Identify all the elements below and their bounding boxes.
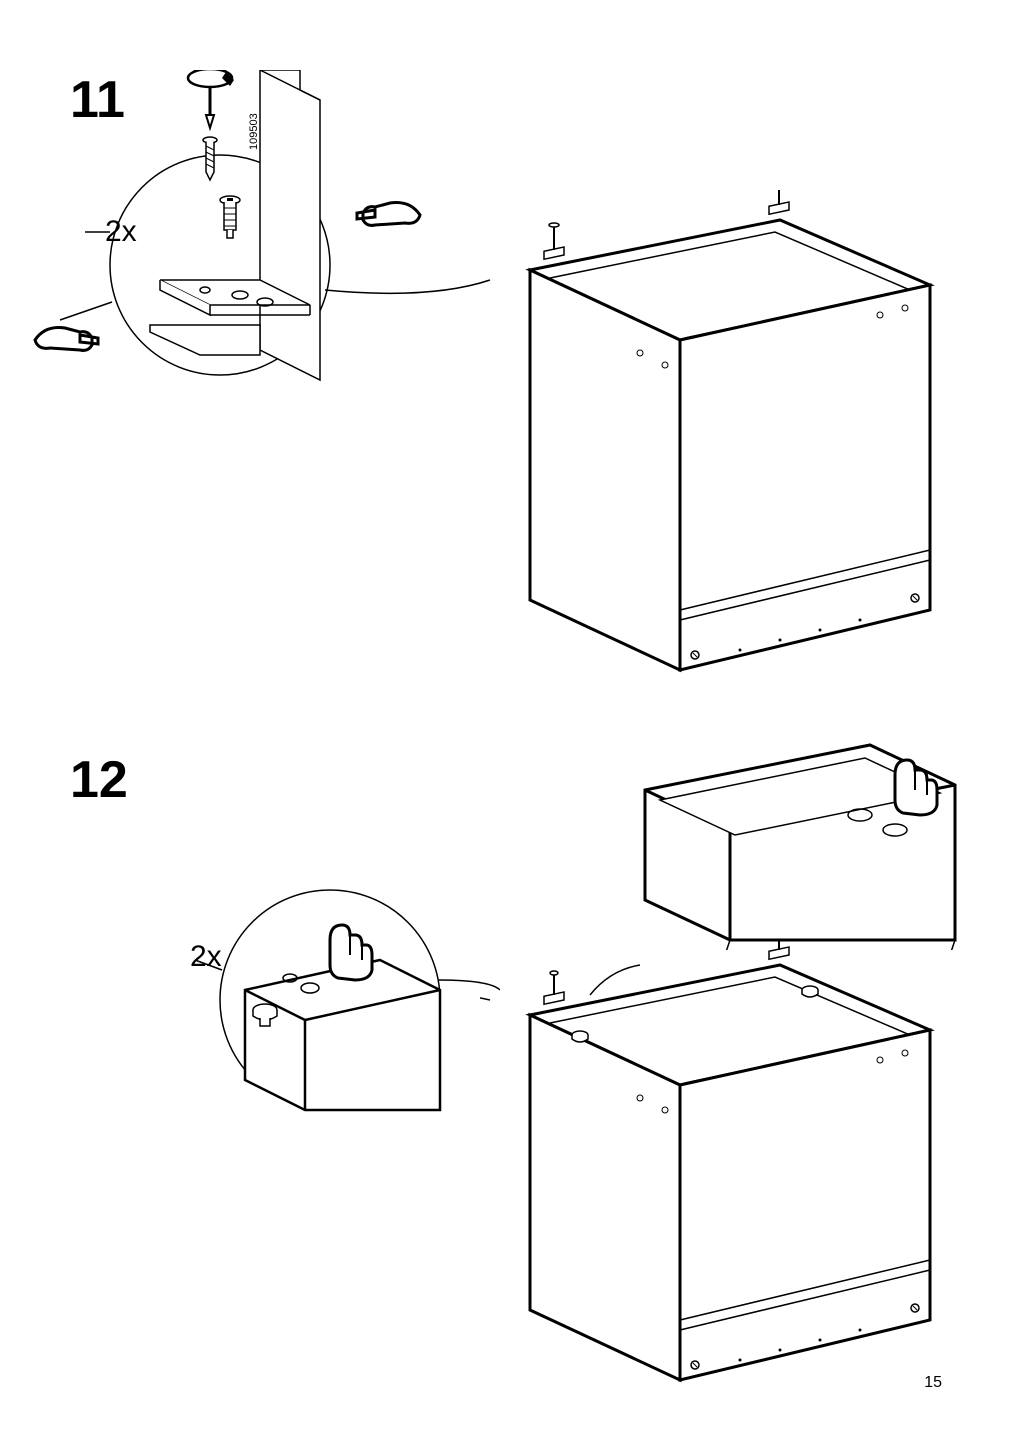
step-12-zoom-inset [640,740,960,950]
instruction-page: 11 2x 109503 10045513 [0,0,1012,1432]
page-number: 15 [924,1374,942,1392]
step-11-cabinet [480,190,970,700]
step-12-cabinet [480,940,970,1390]
step-12-number: 12 [70,750,128,810]
step-12-detail [190,860,500,1140]
step-11-detail [30,70,500,490]
